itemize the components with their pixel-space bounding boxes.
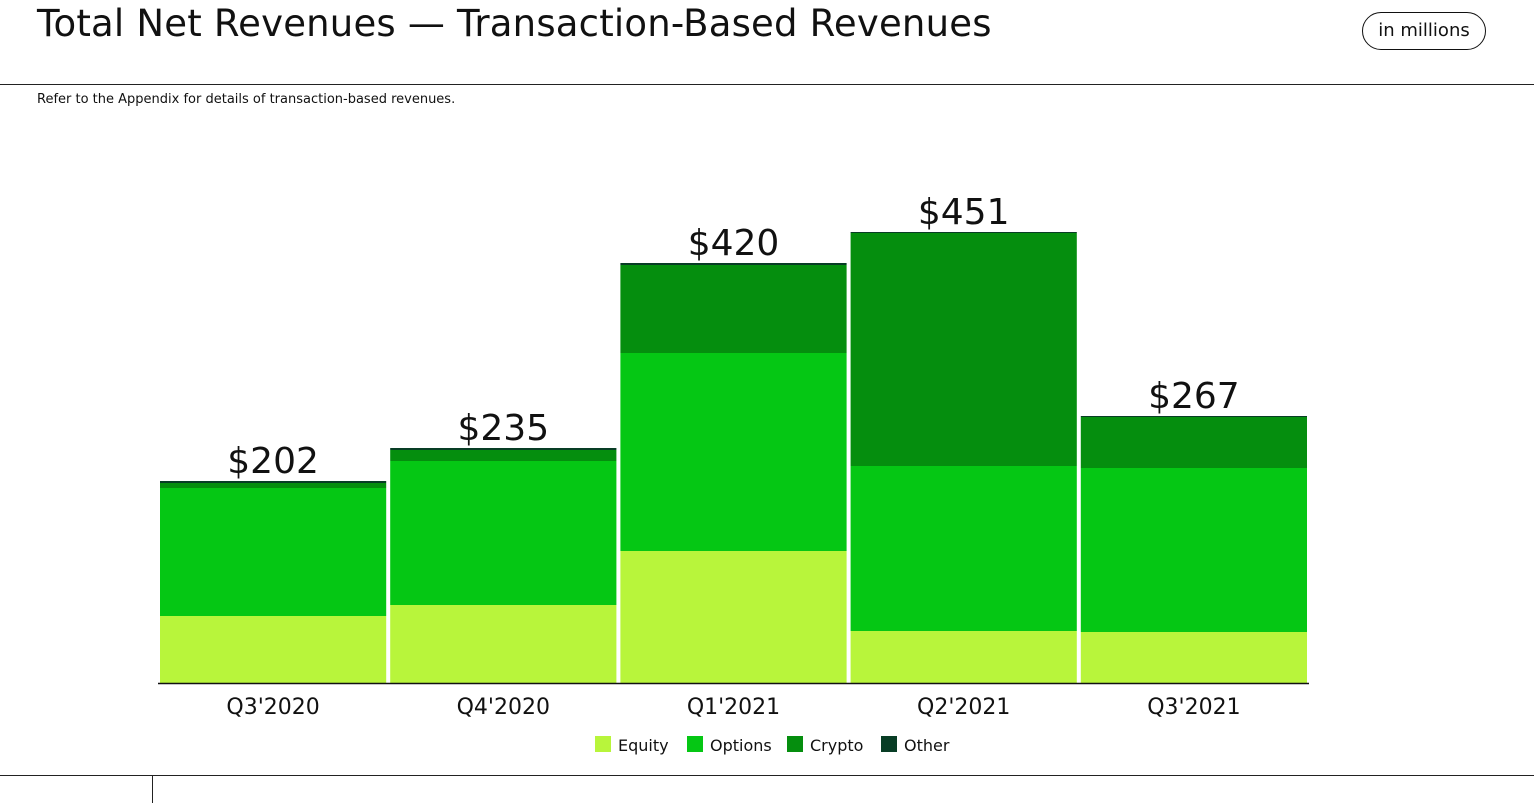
bar-segment-equity xyxy=(620,551,847,683)
bar-segment-crypto xyxy=(390,450,617,461)
bar-segment-other xyxy=(620,263,847,265)
bar-segment-options xyxy=(160,488,387,616)
footer-divider-line xyxy=(0,775,1534,776)
x-axis-tick-label: Q3'2020 xyxy=(226,695,319,720)
legend-label-equity: Equity xyxy=(618,736,669,755)
x-axis-tick-label: Q2'2021 xyxy=(917,695,1010,720)
bar-segment-options xyxy=(620,353,847,551)
chart-subtitle: Refer to the Appendix for details of tra… xyxy=(37,92,456,107)
bar-segment-equity xyxy=(160,616,387,683)
x-axis-tick-label: Q4'2020 xyxy=(457,695,550,720)
bar-segment-crypto xyxy=(160,483,387,488)
legend-swatch-crypto xyxy=(787,736,803,752)
bar-segment-equity xyxy=(850,631,1077,683)
bar-segment-other xyxy=(1080,416,1307,417)
stacked-bar-chart: $202 Q3'2020 $235 Q4'2020 $420 Q1'2021 $451 Q2'… xyxy=(158,192,1309,755)
x-axis-tick-label: Q3'2021 xyxy=(1147,695,1240,720)
bar-total-label: $235 xyxy=(457,408,549,449)
bar-segment-options xyxy=(390,461,617,605)
bar-segment-other xyxy=(390,448,617,450)
bar-segment-equity xyxy=(1080,632,1307,683)
bar-total-label: $420 xyxy=(688,223,780,264)
bar-segment-crypto xyxy=(850,233,1077,466)
bar-segment-other xyxy=(850,232,1077,233)
bar-segment-other xyxy=(160,481,387,483)
bar-total-label: $451 xyxy=(918,192,1010,233)
bar-total-label: $202 xyxy=(227,441,319,482)
bar-segment-options xyxy=(850,466,1077,631)
legend-label-crypto: Crypto xyxy=(810,736,863,755)
legend-swatch-options xyxy=(687,736,703,752)
legend-label-options: Options xyxy=(710,736,772,755)
legend-label-other: Other xyxy=(904,736,950,755)
chart-title: Total Net Revenues — Transaction-Based R… xyxy=(37,2,992,45)
bar-segment-options xyxy=(1080,468,1307,632)
bar-segment-crypto xyxy=(1080,417,1307,468)
footer-vertical-divider xyxy=(152,776,153,803)
legend-swatch-equity xyxy=(595,736,611,752)
x-axis-tick-label: Q1'2021 xyxy=(687,695,780,720)
unit-badge: in millions xyxy=(1362,12,1486,50)
header-divider xyxy=(0,84,1534,85)
bar-segment-crypto xyxy=(620,265,847,353)
legend-swatch-other xyxy=(881,736,897,752)
bar-total-label: $267 xyxy=(1148,376,1240,417)
bar-segment-equity xyxy=(390,605,617,683)
